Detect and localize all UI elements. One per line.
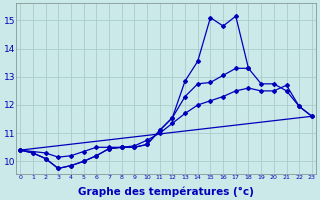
X-axis label: Graphe des températures (°c): Graphe des températures (°c)	[78, 186, 254, 197]
